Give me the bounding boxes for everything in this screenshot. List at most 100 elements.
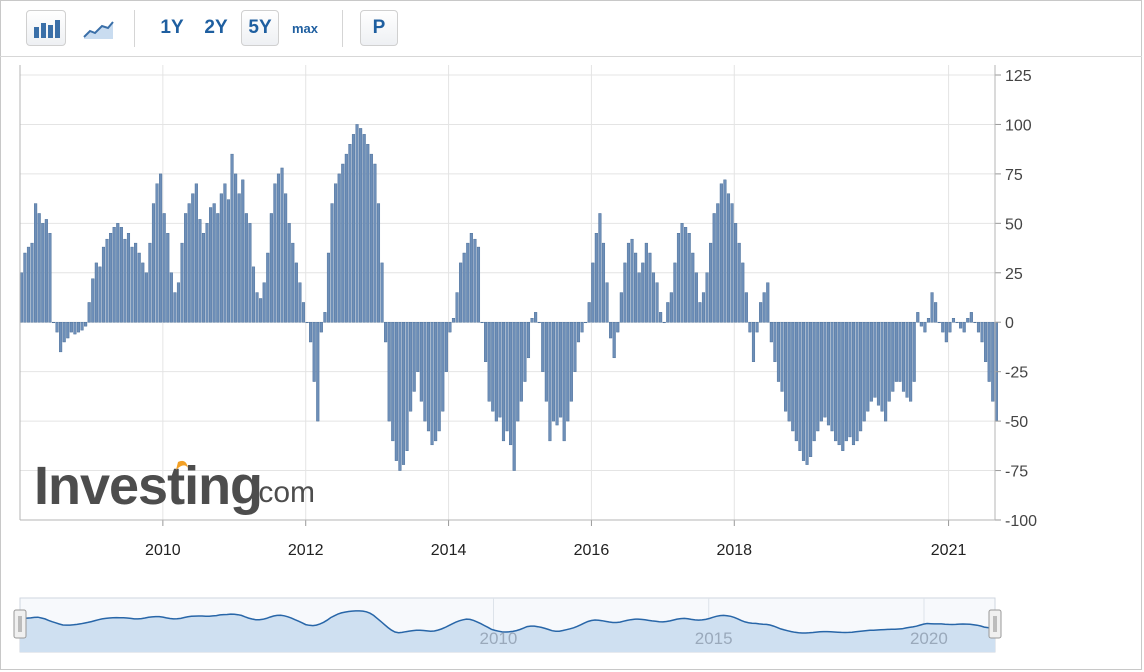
data-bar[interactable] bbox=[55, 322, 59, 333]
data-bar[interactable] bbox=[880, 322, 884, 412]
data-bar[interactable] bbox=[94, 262, 98, 323]
data-bar[interactable] bbox=[584, 322, 588, 324]
data-bar[interactable] bbox=[437, 322, 441, 432]
period-1y-button[interactable]: 1Y bbox=[160, 17, 184, 38]
data-bar[interactable] bbox=[859, 322, 863, 432]
data-bar[interactable] bbox=[409, 322, 413, 412]
data-bar[interactable] bbox=[487, 322, 491, 402]
data-bar[interactable] bbox=[744, 292, 748, 323]
data-bar[interactable] bbox=[701, 292, 706, 323]
data-bar[interactable] bbox=[873, 322, 877, 398]
data-bar[interactable] bbox=[451, 318, 456, 323]
data-bar[interactable] bbox=[844, 322, 848, 442]
data-bar[interactable] bbox=[337, 173, 341, 323]
data-bar[interactable] bbox=[334, 183, 338, 323]
data-bar[interactable] bbox=[480, 322, 484, 324]
data-bar[interactable] bbox=[805, 322, 809, 465]
data-bar[interactable] bbox=[484, 322, 488, 362]
data-bar[interactable] bbox=[241, 179, 245, 323]
period-max-button[interactable]: max bbox=[291, 20, 319, 36]
data-bar[interactable] bbox=[298, 282, 302, 323]
data-bar[interactable] bbox=[130, 246, 134, 323]
data-bar[interactable] bbox=[648, 252, 652, 323]
data-bar[interactable] bbox=[941, 322, 945, 333]
data-bar[interactable] bbox=[309, 322, 313, 343]
data-bar[interactable] bbox=[594, 233, 598, 323]
data-bar[interactable] bbox=[555, 322, 559, 426]
data-bar[interactable] bbox=[719, 183, 723, 323]
data-bar[interactable] bbox=[862, 322, 866, 422]
data-bar[interactable] bbox=[826, 322, 831, 426]
data-bar[interactable] bbox=[87, 302, 91, 323]
data-bar[interactable] bbox=[730, 203, 734, 323]
data-bar[interactable] bbox=[544, 322, 548, 402]
data-bar[interactable] bbox=[616, 322, 620, 333]
data-bar[interactable] bbox=[909, 322, 913, 402]
data-bar[interactable] bbox=[198, 219, 202, 323]
data-bar[interactable] bbox=[698, 302, 702, 323]
data-bar[interactable] bbox=[366, 144, 370, 323]
data-bar[interactable] bbox=[469, 233, 473, 323]
data-bar[interactable] bbox=[716, 203, 720, 323]
data-bar[interactable] bbox=[155, 183, 159, 323]
data-bar[interactable] bbox=[516, 322, 520, 422]
data-bar[interactable] bbox=[98, 266, 102, 323]
data-bar[interactable] bbox=[734, 223, 738, 323]
data-bar[interactable] bbox=[391, 322, 395, 442]
data-bar[interactable] bbox=[444, 322, 448, 372]
data-bar[interactable] bbox=[216, 213, 220, 323]
data-bar[interactable] bbox=[573, 322, 577, 372]
data-bar[interactable] bbox=[659, 312, 663, 323]
data-bar[interactable] bbox=[387, 322, 391, 422]
data-bar[interactable] bbox=[866, 322, 870, 412]
data-bar[interactable] bbox=[312, 322, 316, 382]
data-bar[interactable] bbox=[762, 292, 766, 323]
data-bar[interactable] bbox=[316, 322, 320, 422]
data-bar[interactable] bbox=[651, 272, 656, 323]
data-bar[interactable] bbox=[244, 213, 248, 323]
data-bar[interactable] bbox=[816, 322, 820, 432]
data-bar[interactable] bbox=[294, 262, 298, 323]
data-bar[interactable] bbox=[30, 242, 34, 323]
data-bar[interactable] bbox=[987, 322, 991, 382]
data-bar[interactable] bbox=[898, 322, 902, 382]
data-bar[interactable] bbox=[712, 213, 716, 323]
data-bar[interactable] bbox=[430, 322, 434, 446]
data-bar[interactable] bbox=[173, 292, 177, 323]
data-bar[interactable] bbox=[794, 322, 798, 442]
data-bar[interactable] bbox=[737, 242, 741, 323]
data-bar[interactable] bbox=[373, 163, 377, 323]
data-bar[interactable] bbox=[169, 272, 173, 323]
data-bar[interactable] bbox=[534, 312, 538, 323]
data-bar[interactable] bbox=[691, 252, 695, 323]
data-bar[interactable] bbox=[894, 322, 898, 382]
data-bar[interactable] bbox=[962, 322, 966, 333]
data-bar[interactable] bbox=[637, 272, 641, 323]
data-bar[interactable] bbox=[916, 312, 920, 323]
data-bar[interactable] bbox=[655, 282, 659, 323]
data-bar[interactable] bbox=[891, 322, 895, 392]
handle-body[interactable] bbox=[13, 609, 27, 639]
data-bar[interactable] bbox=[498, 322, 502, 418]
data-bar[interactable] bbox=[526, 322, 531, 359]
data-bar[interactable] bbox=[26, 246, 31, 323]
data-bar[interactable] bbox=[144, 272, 148, 323]
period-5y-button[interactable]: 5Y bbox=[241, 10, 279, 46]
data-bar[interactable] bbox=[644, 242, 648, 323]
data-bar[interactable] bbox=[505, 322, 509, 432]
data-bar[interactable] bbox=[301, 302, 306, 323]
data-bar[interactable] bbox=[59, 322, 63, 353]
data-bar[interactable] bbox=[834, 322, 838, 442]
data-bar[interactable] bbox=[194, 183, 198, 323]
data-bar[interactable] bbox=[148, 242, 152, 323]
data-bar[interactable] bbox=[973, 322, 977, 324]
data-bar[interactable] bbox=[548, 322, 552, 442]
data-bar[interactable] bbox=[748, 322, 752, 333]
data-bar[interactable] bbox=[276, 173, 281, 323]
data-bar[interactable] bbox=[948, 322, 952, 333]
data-bar[interactable] bbox=[634, 252, 638, 323]
data-bar[interactable] bbox=[398, 322, 402, 471]
handle-body[interactable] bbox=[988, 609, 1002, 639]
data-bar[interactable] bbox=[591, 262, 595, 323]
data-bar[interactable] bbox=[41, 223, 45, 323]
